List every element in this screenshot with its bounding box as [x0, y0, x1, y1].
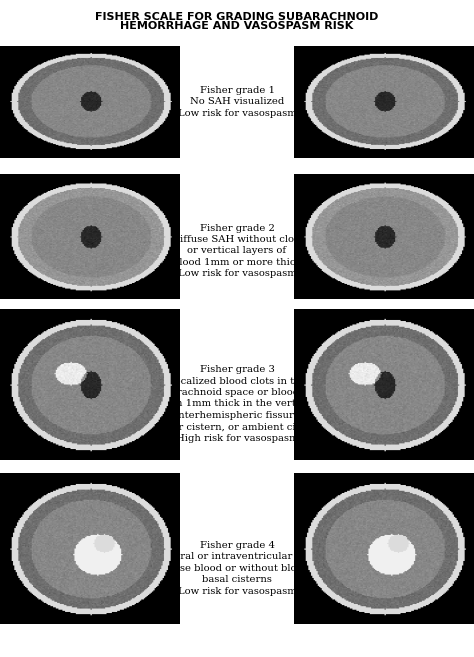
Text: Fisher grade 2
Diffuse SAH without clots
or vertical layers of
blood 1mm or more: Fisher grade 2 Diffuse SAH without clots…: [172, 223, 302, 279]
Bar: [294, 473, 474, 624]
Text: HEMORRHAGE AND VASOSPASM RISK: HEMORRHAGE AND VASOSPASM RISK: [120, 21, 354, 32]
Bar: [0, 46, 180, 158]
Bar: [0, 174, 180, 299]
Bar: [0, 309, 180, 460]
Bar: [294, 46, 474, 158]
Text: Fisher grade 1
No SAH visualized
Low risk for vasospasm: Fisher grade 1 No SAH visualized Low ris…: [178, 86, 296, 118]
Bar: [0, 473, 180, 624]
Text: Fisher grade 4
Intracerebral or intraventricular blood with
only diffuse blood o: Fisher grade 4 Intracerebral or intraven…: [126, 541, 348, 596]
Text: Fisher grade 3
Localized blood clots in the
subarachnoid space or blood clot
mor: Fisher grade 3 Localized blood clots in …: [129, 365, 345, 443]
Bar: [294, 309, 474, 460]
Bar: [294, 174, 474, 299]
Text: FISHER SCALE FOR GRADING SUBARACHNOID: FISHER SCALE FOR GRADING SUBARACHNOID: [95, 12, 379, 22]
